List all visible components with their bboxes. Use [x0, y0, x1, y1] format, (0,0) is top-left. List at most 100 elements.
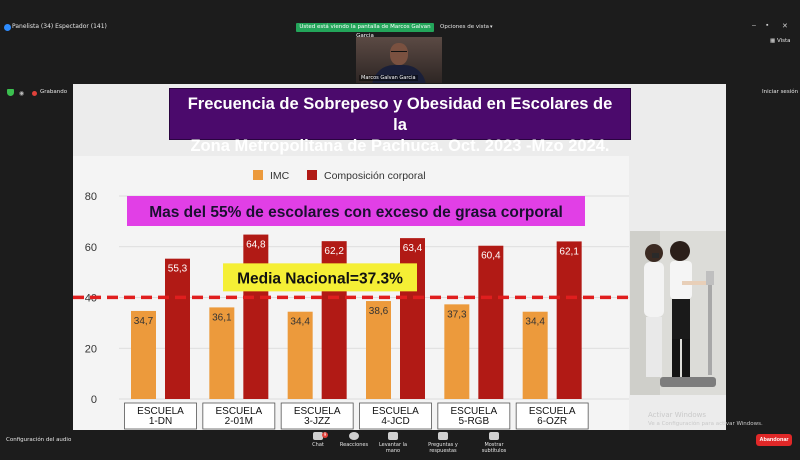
bar-imc [366, 301, 391, 399]
data-label: 64,8 [246, 240, 266, 251]
recording-dot-icon [32, 91, 37, 96]
watermark-line1: Activar Windows [648, 411, 706, 419]
data-label: 60,4 [481, 251, 501, 262]
maximize-icon[interactable]: ▪ [766, 22, 769, 29]
raise-hand-label: Levantar la mano [378, 442, 408, 454]
info-icon[interactable]: ◉ [19, 91, 25, 97]
y-tick-label: 80 [85, 191, 97, 203]
presenter-glasses [391, 51, 407, 55]
x-tick-label: 3-JZZ [304, 416, 330, 427]
meeting-participants-label[interactable]: Panelista (34) Espectador (141) [12, 23, 107, 30]
windows-activation-watermark: Activar Windows Ve a Configuración para … [648, 411, 763, 429]
legend-label: IMC [270, 170, 290, 182]
bar-imc [522, 311, 548, 399]
x-tick-label: 1-DN [149, 416, 172, 427]
bar-composicion [400, 238, 425, 399]
subtitles-button[interactable]: Mostrar subtítulos [472, 432, 516, 454]
x-tick-label: ESCUELA [294, 406, 341, 417]
bar-composicion [243, 234, 269, 399]
view-options-button[interactable]: Opciones de vista▾ [440, 23, 493, 32]
x-tick-label: 6-OZR [537, 416, 567, 427]
media-nacional-box [223, 263, 417, 292]
watermark-line2: Ve a Configuración para activar Windows. [648, 421, 763, 427]
bar-imc [209, 307, 235, 399]
bar-composicion [165, 258, 190, 399]
reactions-label: Reacciones [339, 442, 369, 448]
leave-button[interactable]: Abandonar [756, 434, 792, 446]
cc-icon [489, 432, 499, 440]
shared-slide: Frecuencia de Sobrepeso y Obesidad en Es… [73, 84, 726, 430]
chat-button[interactable]: Chat 9 [306, 432, 330, 448]
media-nacional-label: Media Nacional=37.3% [237, 270, 403, 287]
screen-share-banner: Usted está viendo la pantalla de Marcos … [296, 23, 434, 39]
x-tick-label: 5-RGB [459, 416, 490, 427]
minimize-icon[interactable]: – [752, 22, 756, 29]
bottom-toolbar: Configuración del audio Chat 9 Reaccione… [0, 430, 800, 460]
data-label: 62,1 [559, 246, 579, 257]
qa-icon [438, 432, 448, 440]
presenter-body [372, 65, 426, 83]
y-tick-label: 20 [85, 343, 97, 355]
highlight-text: Mas del 55% de escolares con exceso de g… [149, 204, 563, 221]
category-box [280, 402, 354, 430]
chevron-down-icon: ▾ [490, 24, 493, 30]
presenter-head [390, 43, 408, 65]
category-box [202, 402, 276, 430]
data-label: 38,6 [369, 306, 389, 317]
chat-label: Chat [312, 442, 324, 448]
qa-button[interactable]: Preguntas y respuestas [416, 432, 470, 454]
slide-title: Frecuencia de Sobrepeso y Obesidad en Es… [169, 88, 631, 155]
data-label: 63,4 [403, 243, 423, 254]
qa-label: Preguntas y respuestas [428, 442, 458, 454]
data-label: 34,7 [134, 316, 154, 327]
chat-icon [313, 432, 323, 440]
slide-title-line2: Zona Metropolitana de Pachuca. Oct. 2023… [190, 137, 610, 155]
data-label: 34,4 [290, 317, 310, 328]
hand-icon [388, 432, 398, 440]
bar-chart: 020406080IMCComposición corporal34,755,3… [73, 156, 629, 430]
y-tick-label: 60 [85, 242, 97, 254]
data-label: 37,3 [447, 309, 467, 320]
chart-svg: 020406080IMCComposición corporal34,755,3… [73, 170, 629, 430]
sign-in-button[interactable]: Iniciar sesión [762, 89, 799, 95]
x-tick-label: ESCUELA [529, 406, 576, 417]
category-box [124, 402, 197, 430]
presenter-video-thumbnail[interactable]: Marcos Galvan Garcia [356, 37, 442, 83]
bar-imc [131, 310, 156, 399]
data-label: 34,4 [525, 317, 545, 328]
recording-label[interactable]: Grabando [40, 89, 68, 95]
data-label: 55,3 [168, 264, 188, 275]
bar-composicion [556, 241, 582, 399]
bar-imc [444, 304, 470, 399]
top-bar: Panelista (34) Espectador (141) Usted es… [0, 0, 800, 39]
data-label: 62,2 [324, 246, 344, 257]
slide-title-line1: Frecuencia de Sobrepeso y Obesidad en Es… [187, 95, 613, 134]
meeting-app-logo-icon [4, 24, 11, 31]
reactions-button[interactable]: Reacciones [336, 432, 372, 448]
subtitles-label: Mostrar subtítulos [481, 442, 507, 454]
category-box [437, 402, 511, 430]
x-tick-label: 2-01M [225, 416, 253, 427]
legend-swatch [307, 170, 317, 180]
view-button[interactable]: ▦ Vista [770, 38, 791, 44]
view-button-label: Vista [776, 38, 791, 44]
close-icon[interactable]: ✕ [782, 23, 788, 30]
chat-badge: 9 [322, 432, 328, 438]
x-tick-label: ESCUELA [372, 406, 419, 417]
category-box [359, 402, 432, 430]
security-shield-icon[interactable] [7, 89, 14, 96]
data-label: 36,1 [212, 312, 232, 323]
legend-label: Composición corporal [324, 170, 426, 182]
category-box [515, 402, 589, 430]
view-options-label: Opciones de vista [440, 24, 490, 30]
y-tick-label: 0 [91, 394, 97, 406]
presenter-name: Marcos Galvan Garcia [359, 75, 418, 81]
legend-swatch [253, 170, 263, 180]
raise-hand-button[interactable]: Levantar la mano [372, 432, 414, 454]
bar-imc [287, 311, 313, 399]
audio-settings-button[interactable]: Configuración del audio [6, 437, 72, 443]
x-tick-label: ESCUELA [450, 406, 497, 417]
x-tick-label: ESCUELA [137, 406, 184, 417]
photo-illustration [630, 231, 726, 395]
